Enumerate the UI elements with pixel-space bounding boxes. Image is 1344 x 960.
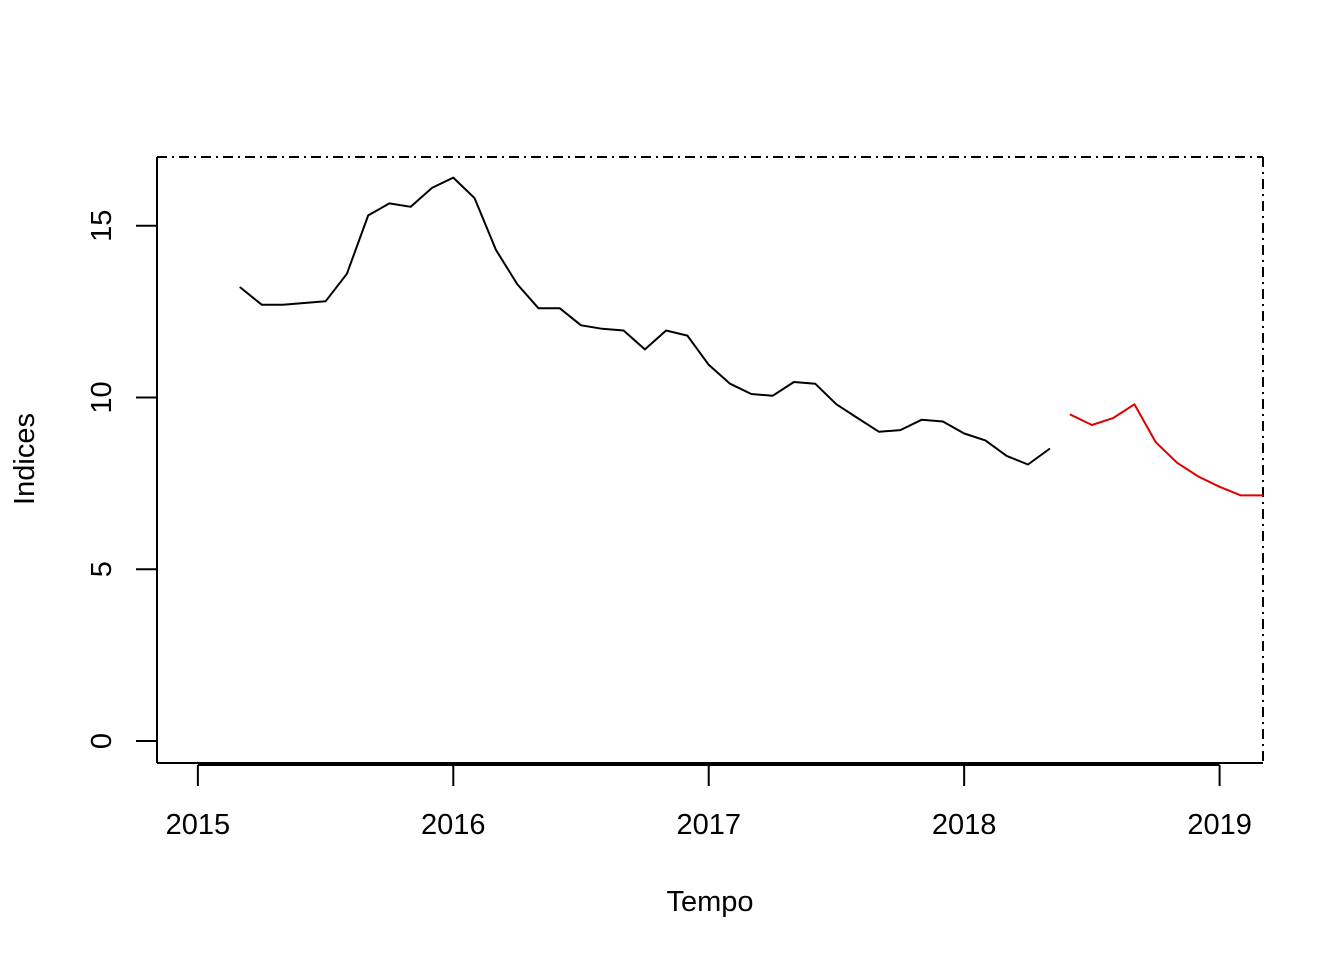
y-tick-label: 5	[86, 561, 118, 577]
y-axis: 0 5 10 15	[86, 210, 158, 749]
x-tick-label: 2018	[932, 809, 997, 841]
x-tick-label: 2017	[676, 809, 741, 841]
x-axis: 2015 2016 2017 2018 2019	[166, 764, 1252, 841]
x-axis-title: Tempo	[666, 886, 753, 918]
plot-frame	[156, 156, 1264, 764]
y-tick-label: 15	[86, 210, 118, 242]
x-tick-label: 2019	[1187, 809, 1252, 841]
y-axis-title: Indices	[9, 413, 41, 505]
x-tick-label: 2015	[166, 809, 231, 841]
x-tick-label: 2016	[421, 809, 486, 841]
y-tick-label: 0	[86, 733, 118, 749]
y-tick-label: 10	[86, 381, 118, 413]
series-line-1	[239, 176, 1051, 466]
series-layer	[239, 176, 1264, 497]
series-line-2	[1069, 403, 1264, 497]
